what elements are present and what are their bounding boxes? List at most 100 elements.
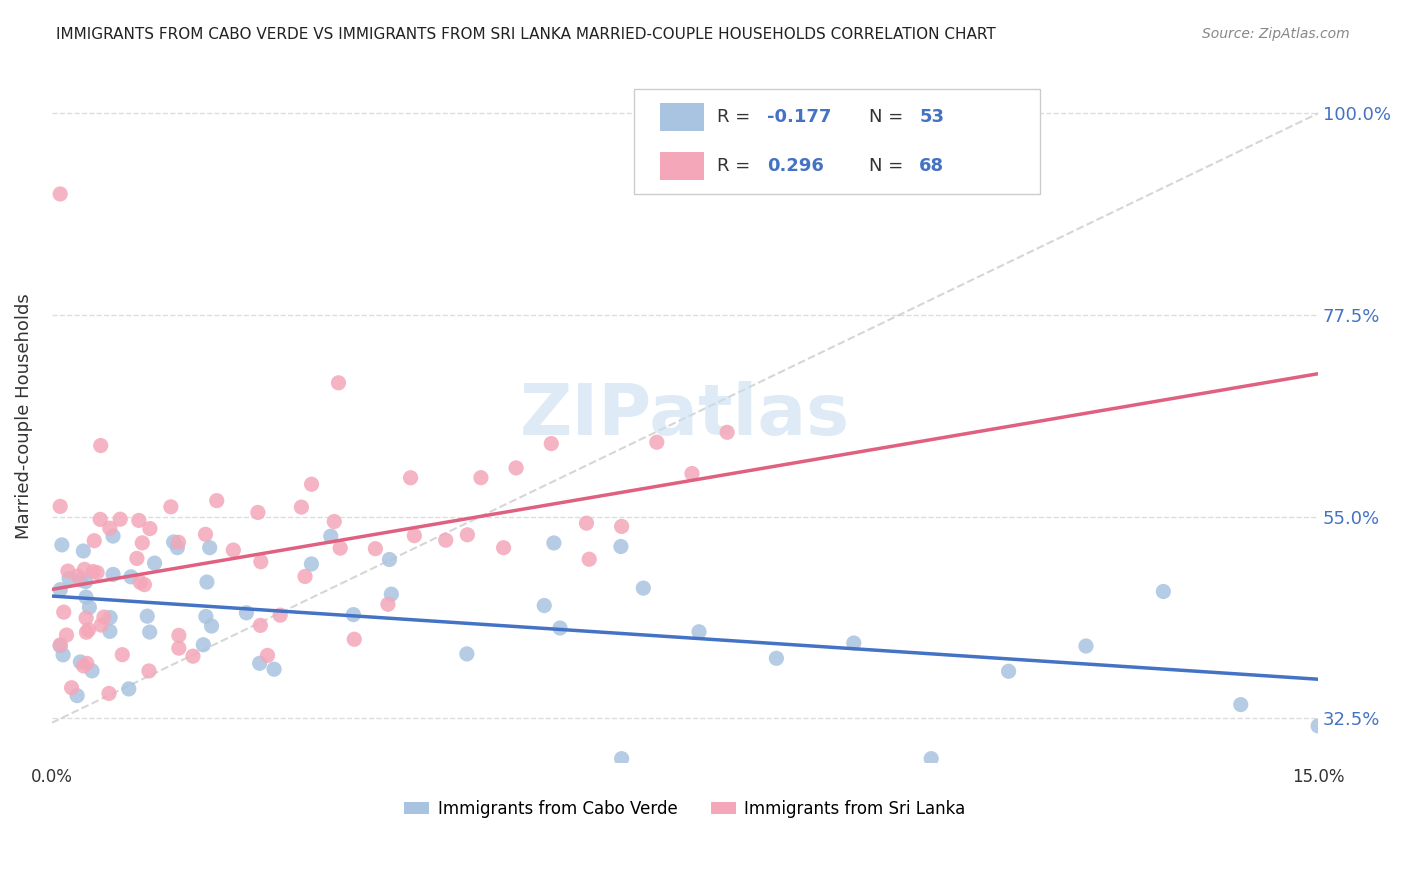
Immigrants from Sri Lanka <box>222 543 245 558</box>
Immigrants from Cabo Verde <box>548 621 571 635</box>
Text: N =: N = <box>869 108 908 126</box>
FancyBboxPatch shape <box>659 152 704 179</box>
Immigrants from Cabo Verde <box>69 655 91 669</box>
Immigrants from Sri Lanka <box>86 566 108 580</box>
Immigrants from Sri Lanka <box>290 500 312 515</box>
Immigrants from Sri Lanka <box>111 648 134 662</box>
Immigrants from Sri Lanka <box>256 648 278 663</box>
Text: N =: N = <box>869 157 908 175</box>
Immigrants from Cabo Verde <box>920 752 942 766</box>
Immigrants from Sri Lanka <box>49 500 72 514</box>
FancyBboxPatch shape <box>659 103 704 131</box>
Text: 0.296: 0.296 <box>768 157 824 175</box>
Immigrants from Cabo Verde <box>610 752 633 766</box>
Immigrants from Sri Lanka <box>205 493 228 508</box>
Immigrants from Sri Lanka <box>456 528 478 542</box>
Immigrants from Sri Lanka <box>167 535 190 549</box>
Immigrants from Sri Lanka <box>128 513 150 527</box>
Immigrants from Cabo Verde <box>533 599 555 613</box>
Immigrants from Sri Lanka <box>377 597 399 611</box>
Immigrants from Sri Lanka <box>52 605 75 619</box>
Immigrants from Sri Lanka <box>249 618 271 632</box>
Immigrants from Cabo Verde <box>456 647 478 661</box>
Immigrants from Sri Lanka <box>75 625 97 640</box>
Text: 68: 68 <box>920 157 945 175</box>
Immigrants from Cabo Verde <box>765 651 787 665</box>
Immigrants from Sri Lanka <box>328 376 350 390</box>
Text: ZIPatlas: ZIPatlas <box>520 381 851 450</box>
Immigrants from Cabo Verde <box>163 535 186 549</box>
Immigrants from Cabo Verde <box>842 636 865 650</box>
Text: -0.177: -0.177 <box>768 108 831 126</box>
Immigrants from Cabo Verde <box>1152 584 1174 599</box>
Immigrants from Cabo Verde <box>51 538 73 552</box>
Immigrants from Cabo Verde <box>688 624 710 639</box>
Immigrants from Sri Lanka <box>77 623 100 637</box>
Immigrants from Sri Lanka <box>93 610 115 624</box>
Immigrants from Sri Lanka <box>98 521 121 535</box>
Immigrants from Cabo Verde <box>378 552 401 566</box>
FancyBboxPatch shape <box>634 89 1039 194</box>
Immigrants from Cabo Verde <box>263 662 285 676</box>
Immigrants from Sri Lanka <box>82 565 104 579</box>
Immigrants from Cabo Verde <box>198 541 221 555</box>
Immigrants from Cabo Verde <box>1074 639 1097 653</box>
Immigrants from Cabo Verde <box>195 575 218 590</box>
Immigrants from Sri Lanka <box>645 435 668 450</box>
Immigrants from Cabo Verde <box>75 590 97 604</box>
Immigrants from Sri Lanka <box>90 438 112 452</box>
Immigrants from Sri Lanka <box>181 649 204 664</box>
Immigrants from Sri Lanka <box>250 555 273 569</box>
Immigrants from Sri Lanka <box>49 638 72 652</box>
Immigrants from Sri Lanka <box>75 611 97 625</box>
Immigrants from Sri Lanka <box>55 628 77 642</box>
Immigrants from Cabo Verde <box>193 638 215 652</box>
Text: R =: R = <box>717 108 755 126</box>
Immigrants from Sri Lanka <box>89 512 111 526</box>
Immigrants from Cabo Verde <box>319 529 342 543</box>
Immigrants from Sri Lanka <box>301 477 323 491</box>
Immigrants from Sri Lanka <box>505 461 527 475</box>
Immigrants from Cabo Verde <box>49 639 72 653</box>
Immigrants from Cabo Verde <box>301 557 323 571</box>
Text: 53: 53 <box>920 108 945 126</box>
Immigrants from Sri Lanka <box>323 515 346 529</box>
Immigrants from Sri Lanka <box>167 641 190 656</box>
Immigrants from Cabo Verde <box>98 610 121 624</box>
Text: R =: R = <box>717 157 755 175</box>
Immigrants from Sri Lanka <box>294 569 316 583</box>
Immigrants from Sri Lanka <box>73 562 96 576</box>
Immigrants from Sri Lanka <box>131 536 153 550</box>
Immigrants from Cabo Verde <box>80 664 103 678</box>
Immigrants from Sri Lanka <box>60 681 83 695</box>
Immigrants from Sri Lanka <box>90 618 112 632</box>
Immigrants from Sri Lanka <box>72 659 94 673</box>
Immigrants from Cabo Verde <box>98 624 121 639</box>
Immigrants from Sri Lanka <box>492 541 515 555</box>
Immigrants from Sri Lanka <box>138 664 160 678</box>
Immigrants from Sri Lanka <box>160 500 183 514</box>
Immigrants from Sri Lanka <box>470 471 492 485</box>
Immigrants from Sri Lanka <box>49 186 72 201</box>
Immigrants from Sri Lanka <box>329 541 352 555</box>
Immigrants from Sri Lanka <box>343 632 366 647</box>
Immigrants from Sri Lanka <box>125 551 148 566</box>
Immigrants from Cabo Verde <box>75 574 97 589</box>
Immigrants from Cabo Verde <box>118 681 141 696</box>
Immigrants from Sri Lanka <box>399 471 422 485</box>
Immigrants from Sri Lanka <box>56 564 79 578</box>
Immigrants from Cabo Verde <box>610 540 633 554</box>
Immigrants from Sri Lanka <box>578 552 600 566</box>
Legend: Immigrants from Cabo Verde, Immigrants from Sri Lanka: Immigrants from Cabo Verde, Immigrants f… <box>398 793 972 824</box>
Immigrants from Sri Lanka <box>139 522 162 536</box>
Immigrants from Sri Lanka <box>716 425 738 440</box>
Immigrants from Sri Lanka <box>434 533 457 548</box>
Immigrants from Cabo Verde <box>101 567 124 582</box>
Immigrants from Sri Lanka <box>194 527 217 541</box>
Immigrants from Cabo Verde <box>72 544 94 558</box>
Immigrants from Cabo Verde <box>143 556 166 570</box>
Immigrants from Cabo Verde <box>194 609 217 624</box>
Immigrants from Cabo Verde <box>380 587 402 601</box>
Immigrants from Cabo Verde <box>138 625 160 640</box>
Immigrants from Cabo Verde <box>1229 698 1251 712</box>
